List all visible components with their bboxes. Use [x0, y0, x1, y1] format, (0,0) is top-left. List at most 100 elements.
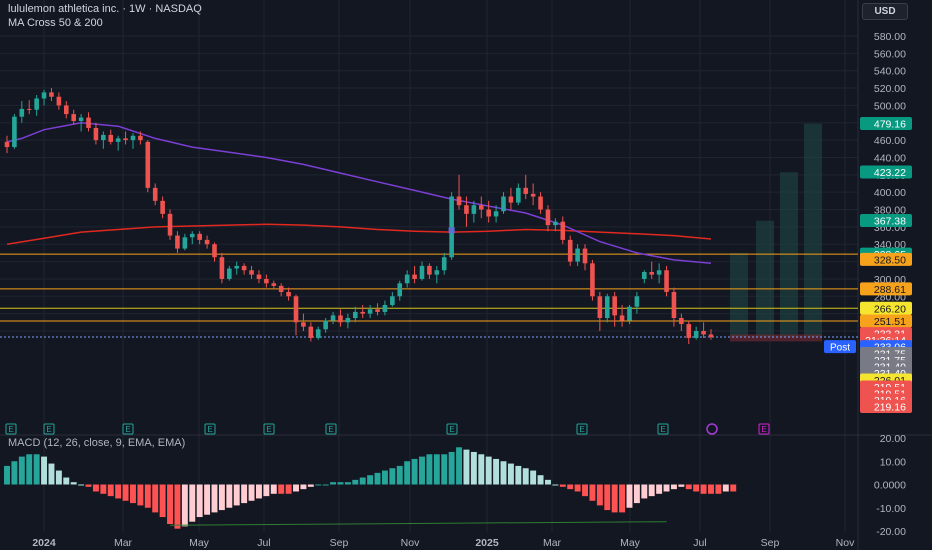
macd-bar	[470, 451, 477, 485]
macd-bar	[567, 484, 574, 490]
macd-bar	[530, 470, 537, 485]
candle-body	[167, 213, 173, 236]
candle-body	[656, 270, 662, 275]
candle-body	[597, 296, 603, 318]
macd-bar	[33, 454, 40, 485]
macd-bar	[70, 482, 77, 485]
macd-bar	[604, 484, 611, 511]
candle-body	[323, 320, 328, 330]
macd-bar	[26, 454, 33, 485]
earnings-marker	[5, 423, 17, 435]
candle-body	[49, 92, 54, 97]
candle-body	[12, 116, 17, 148]
macd-bar	[233, 484, 240, 506]
macd-bar	[633, 484, 640, 504]
candle-body	[123, 138, 128, 141]
macd-bar	[715, 484, 722, 494]
macd-bar	[78, 484, 85, 486]
earnings-marker	[446, 423, 458, 435]
candle-body	[204, 239, 210, 245]
candle-body	[582, 248, 588, 264]
macd-bar	[85, 484, 92, 487]
candle-body	[86, 117, 91, 128]
candle-body	[227, 268, 232, 279]
time-tick-label: Nov	[401, 537, 420, 549]
candle-body	[308, 326, 314, 338]
earnings-marker	[325, 423, 337, 435]
ma50-line	[6, 122, 712, 265]
macd-bar	[63, 477, 70, 485]
candle-body	[671, 291, 677, 318]
macd-bar	[189, 484, 196, 522]
macd-bar	[100, 484, 107, 494]
time-tick-label: Jul	[257, 537, 270, 549]
candle-body	[649, 272, 655, 275]
macd-bar	[545, 479, 551, 485]
macd-bar	[107, 484, 114, 497]
price-tick-label: 560.00	[874, 48, 906, 60]
candle-body	[145, 141, 151, 188]
price-label: 251.51	[874, 316, 906, 328]
time-tick-label: Sep	[330, 537, 349, 549]
candle-body	[315, 329, 321, 338]
price-tick-label: 520.00	[874, 83, 906, 95]
price-label-bg	[860, 399, 912, 413]
price-label-bg	[860, 116, 912, 130]
candle-body	[686, 324, 692, 338]
macd-bar	[626, 484, 633, 508]
macd-bar	[456, 447, 463, 485]
time-tick-label: May	[620, 537, 641, 549]
price-label: 288.61	[874, 284, 906, 296]
candle-body	[567, 239, 573, 262]
macd-bar	[211, 484, 218, 513]
macd-bar	[92, 484, 99, 492]
candle-body	[434, 270, 440, 275]
macd-bar	[255, 484, 262, 499]
macd-bar	[396, 465, 403, 485]
candle-body	[175, 235, 180, 249]
candle-body	[212, 244, 217, 258]
earnings-marker	[204, 423, 216, 435]
projection-band	[730, 334, 822, 342]
macd-bar	[448, 451, 455, 485]
earnings-marker-label: E	[266, 425, 271, 434]
macd-label: MACD (12, 26, close, 9, EMA, EMA)	[8, 437, 186, 449]
candle-body	[619, 315, 625, 321]
macd-bar	[41, 456, 48, 485]
time-tick-label: Nov	[836, 537, 855, 549]
macd-bar	[196, 484, 203, 518]
macd-bar	[493, 458, 500, 485]
candle-body	[404, 274, 410, 284]
candle-body	[590, 263, 595, 297]
macd-bar	[293, 484, 299, 492]
ma200-line	[6, 223, 712, 245]
candle-body	[701, 331, 706, 335]
candle-body	[612, 296, 617, 316]
macd-bar	[685, 484, 692, 490]
price-tick-label: 380.00	[874, 205, 906, 217]
earnings-marker-label: E	[125, 425, 130, 434]
earnings-marker-label: E	[328, 425, 333, 434]
macd-bar	[130, 484, 136, 504]
macd-bar	[574, 484, 581, 492]
earnings-marker	[576, 423, 588, 435]
candle-body	[78, 117, 84, 122]
candle-body	[249, 270, 254, 275]
candle-body	[560, 221, 566, 240]
macd-bar	[389, 468, 396, 485]
candle-body	[679, 317, 684, 325]
macd-tick-label: -20.00	[876, 526, 906, 538]
macd-bar	[330, 482, 337, 485]
macd-bar	[411, 458, 418, 485]
macd-bar	[582, 484, 588, 497]
macd-bar	[426, 454, 433, 485]
macd-bar	[137, 484, 144, 506]
macd-bar	[337, 482, 344, 485]
macd-bar	[115, 484, 122, 499]
macd-bar	[404, 461, 411, 485]
price-tick-label: 400.00	[874, 187, 906, 199]
candle-body	[382, 304, 388, 312]
candle-body	[264, 278, 269, 284]
currency-button[interactable]: USD	[862, 3, 908, 20]
candle-body	[301, 322, 306, 327]
